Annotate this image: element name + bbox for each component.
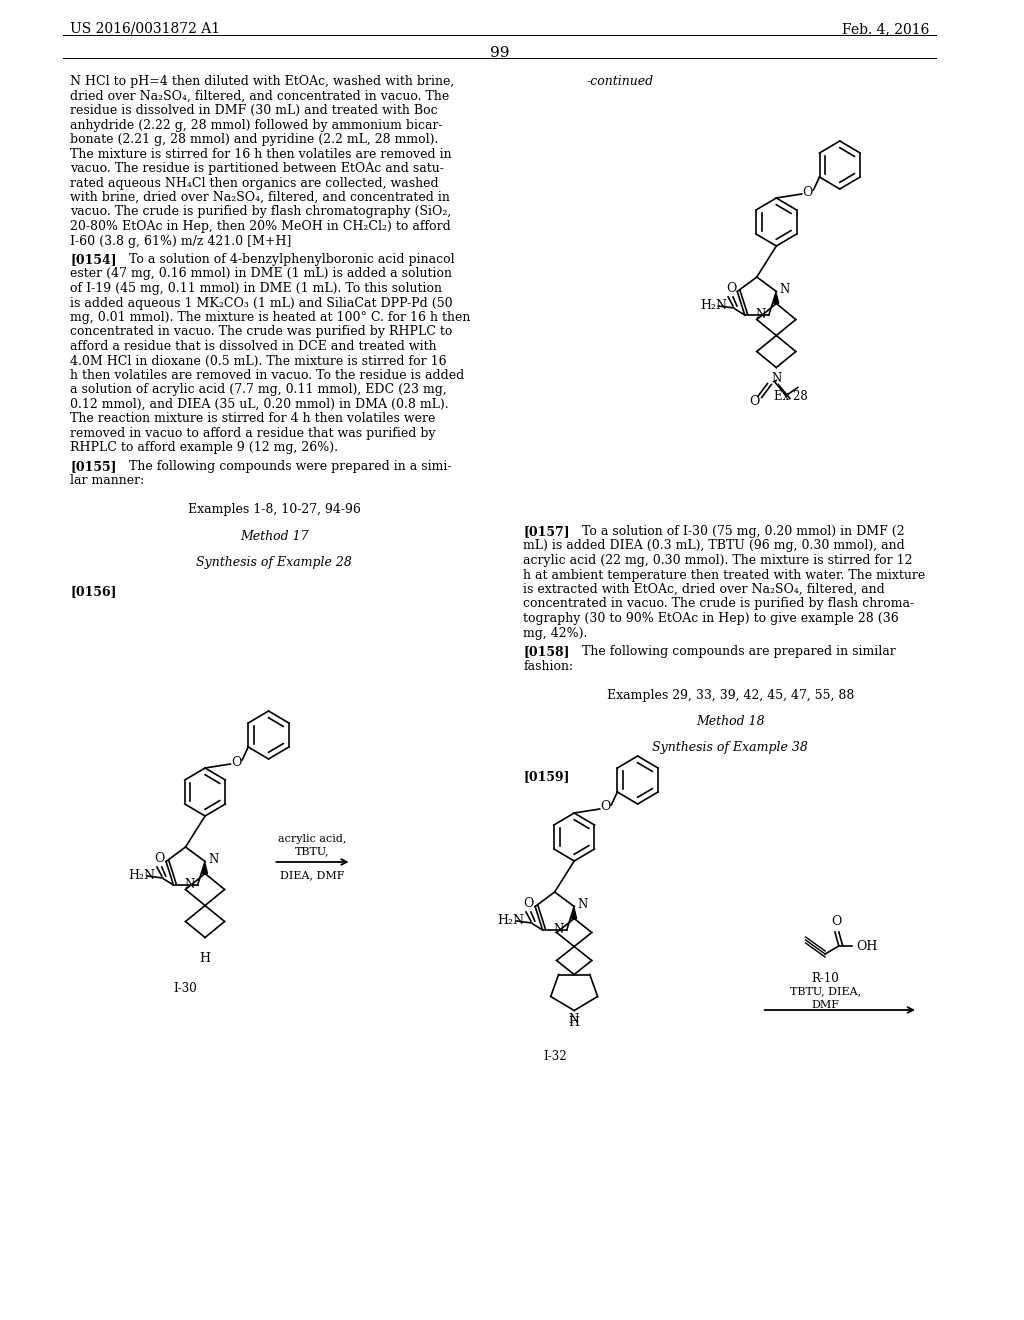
Text: H₂N: H₂N xyxy=(129,870,156,883)
Text: RHPLC to afford example 9 (12 mg, 26%).: RHPLC to afford example 9 (12 mg, 26%). xyxy=(71,441,338,454)
Text: [0157]: [0157] xyxy=(523,525,570,539)
Text: ester (47 mg, 0.16 mmol) in DME (1 mL) is added a solution: ester (47 mg, 0.16 mmol) in DME (1 mL) i… xyxy=(71,268,453,281)
Text: DIEA, DMF: DIEA, DMF xyxy=(281,870,345,880)
Text: Method 18: Method 18 xyxy=(696,714,765,727)
Text: Synthesis of Example 38: Synthesis of Example 38 xyxy=(652,741,808,754)
Text: Examples 29, 33, 39, 42, 45, 47, 55, 88: Examples 29, 33, 39, 42, 45, 47, 55, 88 xyxy=(607,689,854,701)
Text: [0158]: [0158] xyxy=(523,645,570,657)
Text: N: N xyxy=(208,853,218,866)
Text: N HCl to pH=4 then diluted with EtOAc, washed with brine,: N HCl to pH=4 then diluted with EtOAc, w… xyxy=(71,75,455,88)
Text: [0154]: [0154] xyxy=(71,253,117,267)
Text: O: O xyxy=(523,898,535,911)
Text: 4.0M HCl in dioxane (0.5 mL). The mixture is stirred for 16: 4.0M HCl in dioxane (0.5 mL). The mixtur… xyxy=(71,355,446,367)
Text: acrylic acid,: acrylic acid, xyxy=(279,834,347,843)
Text: H: H xyxy=(200,952,211,965)
Text: is added aqueous 1 MK₂CO₃ (1 mL) and SiliaCat DPP-Pd (50: is added aqueous 1 MK₂CO₃ (1 mL) and Sil… xyxy=(71,297,453,309)
Text: mg, 0.01 mmol). The mixture is heated at 100° C. for 16 h then: mg, 0.01 mmol). The mixture is heated at… xyxy=(71,312,471,323)
Text: [0155]: [0155] xyxy=(71,459,117,473)
Text: O: O xyxy=(600,800,610,813)
Text: H₂N: H₂N xyxy=(699,300,727,313)
Text: [0159]: [0159] xyxy=(523,770,570,783)
Text: O: O xyxy=(155,853,165,866)
Text: 20-80% EtOAc in Hep, then 20% MeOH in CH₂Cl₂) to afford: 20-80% EtOAc in Hep, then 20% MeOH in CH… xyxy=(71,220,451,234)
Text: tography (30 to 90% EtOAc in Hep) to give example 28 (36: tography (30 to 90% EtOAc in Hep) to giv… xyxy=(523,612,899,624)
Text: vacuo. The crude is purified by flash chromatography (SiO₂,: vacuo. The crude is purified by flash ch… xyxy=(71,206,452,219)
Text: a solution of acrylic acid (7.7 mg, 0.11 mmol), EDC (23 mg,: a solution of acrylic acid (7.7 mg, 0.11… xyxy=(71,384,447,396)
Text: The following compounds are prepared in similar: The following compounds are prepared in … xyxy=(570,645,896,657)
Text: fashion:: fashion: xyxy=(523,660,573,672)
Text: mL) is added DIEA (0.3 mL), TBTU (96 mg, 0.30 mmol), and: mL) is added DIEA (0.3 mL), TBTU (96 mg,… xyxy=(523,540,905,553)
Text: O: O xyxy=(831,915,842,928)
Text: H: H xyxy=(568,1016,580,1030)
Polygon shape xyxy=(774,293,778,304)
Text: N: N xyxy=(756,309,766,322)
Text: US 2016/0031872 A1: US 2016/0031872 A1 xyxy=(71,22,220,36)
Text: N: N xyxy=(184,879,195,891)
Text: N: N xyxy=(568,1012,579,1026)
Text: To a solution of I-30 (75 mg, 0.20 mmol) in DMF (2: To a solution of I-30 (75 mg, 0.20 mmol)… xyxy=(570,525,905,539)
Text: of I-19 (45 mg, 0.11 mmol) in DME (1 mL). To this solution: of I-19 (45 mg, 0.11 mmol) in DME (1 mL)… xyxy=(71,282,442,294)
Text: h at ambient temperature then treated with water. The mixture: h at ambient temperature then treated wi… xyxy=(523,569,926,582)
Text: DMF: DMF xyxy=(811,1001,839,1010)
Text: I-60 (3.8 g, 61%) m/z 421.0 [M+H]: I-60 (3.8 g, 61%) m/z 421.0 [M+H] xyxy=(71,235,292,248)
Text: bonate (2.21 g, 28 mmol) and pyridine (2.2 mL, 28 mmol).: bonate (2.21 g, 28 mmol) and pyridine (2… xyxy=(71,133,438,147)
Text: concentrated in vacuo. The crude was purified by RHPLC to: concentrated in vacuo. The crude was pur… xyxy=(71,326,453,338)
Text: Ex 28: Ex 28 xyxy=(774,389,808,403)
Text: The mixture is stirred for 16 h then volatiles are removed in: The mixture is stirred for 16 h then vol… xyxy=(71,148,452,161)
Text: h then volatiles are removed in vacuo. To the residue is added: h then volatiles are removed in vacuo. T… xyxy=(71,370,465,381)
Text: O: O xyxy=(231,755,242,768)
Text: Synthesis of Example 28: Synthesis of Example 28 xyxy=(197,556,352,569)
Text: N: N xyxy=(779,282,790,296)
Text: -continued: -continued xyxy=(587,75,654,88)
Text: Examples 1-8, 10-27, 94-96: Examples 1-8, 10-27, 94-96 xyxy=(188,503,360,516)
Text: TBTU, DIEA,: TBTU, DIEA, xyxy=(790,986,861,997)
Text: The following compounds were prepared in a simi-: The following compounds were prepared in… xyxy=(117,459,452,473)
Text: O: O xyxy=(750,395,760,408)
Text: 99: 99 xyxy=(490,46,510,59)
Text: vacuo. The residue is partitioned between EtOAc and satu-: vacuo. The residue is partitioned betwee… xyxy=(71,162,444,176)
Text: O: O xyxy=(726,282,736,296)
Text: TBTU,: TBTU, xyxy=(295,846,330,855)
Polygon shape xyxy=(571,908,577,919)
Text: H₂N: H₂N xyxy=(498,915,524,928)
Text: 0.12 mmol), and DIEA (35 uL, 0.20 mmol) in DMA (0.8 mL).: 0.12 mmol), and DIEA (35 uL, 0.20 mmol) … xyxy=(71,399,449,411)
Text: I-30: I-30 xyxy=(174,982,198,995)
Text: rated aqueous NH₄Cl then organics are collected, washed: rated aqueous NH₄Cl then organics are co… xyxy=(71,177,439,190)
Text: afford a residue that is dissolved in DCE and treated with: afford a residue that is dissolved in DC… xyxy=(71,341,437,352)
Text: O: O xyxy=(803,186,813,198)
Text: mg, 42%).: mg, 42%). xyxy=(523,627,588,639)
Text: Feb. 4, 2016: Feb. 4, 2016 xyxy=(843,22,930,36)
Text: removed in vacuo to afford a residue that was purified by: removed in vacuo to afford a residue tha… xyxy=(71,426,436,440)
Polygon shape xyxy=(203,863,208,874)
Text: Method 17: Method 17 xyxy=(240,529,308,543)
Text: N: N xyxy=(578,898,588,911)
Text: anhydride (2.22 g, 28 mmol) followed by ammonium bicar-: anhydride (2.22 g, 28 mmol) followed by … xyxy=(71,119,443,132)
Text: To a solution of 4-benzylphenylboronic acid pinacol: To a solution of 4-benzylphenylboronic a… xyxy=(117,253,455,267)
Text: R-10: R-10 xyxy=(811,972,839,985)
Text: The reaction mixture is stirred for 4 h then volatiles were: The reaction mixture is stirred for 4 h … xyxy=(71,412,435,425)
Text: dried over Na₂SO₄, filtered, and concentrated in vacuo. The: dried over Na₂SO₄, filtered, and concent… xyxy=(71,90,450,103)
Text: N: N xyxy=(554,924,564,936)
Text: N: N xyxy=(771,371,781,384)
Text: concentrated in vacuo. The crude is purified by flash chroma-: concentrated in vacuo. The crude is puri… xyxy=(523,598,914,610)
Text: with brine, dried over Na₂SO₄, filtered, and concentrated in: with brine, dried over Na₂SO₄, filtered,… xyxy=(71,191,451,205)
Text: is extracted with EtOAc, dried over Na₂SO₄, filtered, and: is extracted with EtOAc, dried over Na₂S… xyxy=(523,583,885,597)
Text: OH: OH xyxy=(856,940,878,953)
Text: I-32: I-32 xyxy=(543,1049,566,1063)
Text: [0156]: [0156] xyxy=(71,585,117,598)
Text: acrylic acid (22 mg, 0.30 mmol). The mixture is stirred for 12: acrylic acid (22 mg, 0.30 mmol). The mix… xyxy=(523,554,913,568)
Text: lar manner:: lar manner: xyxy=(71,474,144,487)
Text: residue is dissolved in DMF (30 mL) and treated with Boc: residue is dissolved in DMF (30 mL) and … xyxy=(71,104,438,117)
